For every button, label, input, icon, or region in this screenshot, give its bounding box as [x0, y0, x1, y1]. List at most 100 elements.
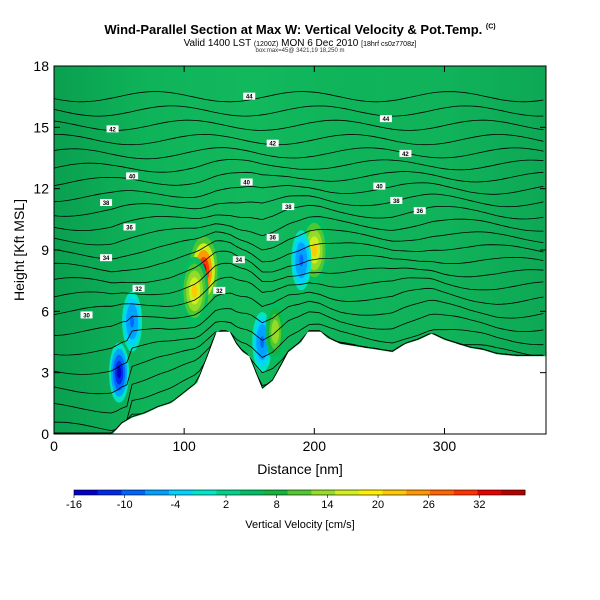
theta-contour-line-4 — [54, 323, 544, 395]
colorbar-swatch-10 — [311, 490, 336, 495]
contour-label-2: 32 — [216, 289, 223, 295]
subtitle-date: MON 6 Dec 2010 — [281, 38, 359, 49]
colorbar-swatch-8 — [263, 490, 289, 495]
w-cell-2-band-4 — [311, 243, 318, 257]
theta-contour-line-11 — [54, 240, 544, 273]
y-tick-label-0: 0 — [41, 426, 49, 442]
colorbar-tick-label-5: 14 — [321, 499, 333, 511]
theta-contour-line-22 — [54, 105, 544, 117]
contour-label-bg-2 — [213, 286, 226, 294]
colorbar-frame — [73, 489, 526, 496]
y-tick-label-3: 9 — [41, 242, 49, 258]
contour-label-4: 34 — [235, 258, 242, 264]
colorbar-swatch-9 — [287, 490, 312, 495]
theta-contour-line-17 — [54, 171, 544, 187]
subtitle-z: (1200Z) — [253, 41, 279, 48]
y-tick-label-4: 12 — [33, 181, 49, 197]
colorbar-swatch-16 — [453, 490, 478, 495]
contour-label-8: 38 — [103, 201, 110, 207]
contour-label-bg-18 — [379, 115, 392, 123]
colorbar-swatch-5 — [192, 490, 217, 495]
theta-contour-line-8 — [54, 276, 544, 315]
contour-label-bg-14 — [106, 125, 119, 133]
x-tick-label-3: 300 — [433, 438, 457, 454]
x-tick-label-0: 0 — [50, 438, 58, 454]
colorbar-swatch-3 — [145, 490, 170, 495]
contour-label-14: 42 — [109, 127, 116, 133]
theta-contour-line-3 — [54, 330, 544, 414]
theta-contour-line-9 — [54, 262, 544, 298]
theta-contour-line-5 — [54, 311, 544, 375]
theta-contour-line-19 — [54, 147, 544, 160]
colorbar-tick-label-1: -10 — [117, 499, 133, 511]
colorbar-tick-label-2: -4 — [170, 499, 180, 511]
contour-label-bg-7 — [413, 207, 426, 215]
colorbar-swatch-18 — [501, 490, 526, 495]
subtitle-run: [18hrf cs0z7708z] — [361, 41, 417, 48]
colorbar-swatch-13 — [382, 490, 407, 495]
colorbar-tick-label-8: 32 — [473, 499, 485, 511]
contour-label-bg-10 — [390, 196, 403, 204]
y-axis-label: Height [Kft MSL] — [11, 199, 27, 301]
contour-label-6: 36 — [269, 236, 276, 242]
contour-label-bg-16 — [399, 149, 412, 157]
x-axis-label: Distance [nm] — [257, 461, 343, 477]
contour-label-bg-9 — [282, 203, 295, 211]
contour-label-bg-8 — [100, 198, 113, 206]
colorbar-swatch-4 — [168, 490, 194, 495]
w-cell-1-band-4 — [191, 284, 198, 298]
w-cell-5-band-4 — [130, 315, 135, 328]
w-cell-7-band-4 — [273, 325, 278, 338]
colorbar: -16 -10 -4 2 8 14 20 26 32 — [66, 489, 526, 511]
contour-label-7: 36 — [416, 209, 423, 215]
contour-label-17: 44 — [246, 95, 253, 101]
colorbar-tick-label-7: 26 — [423, 499, 435, 511]
y-tick-label-5: 15 — [33, 119, 49, 135]
x-tick-label-1: 100 — [172, 438, 196, 454]
theta-contour-line-20 — [54, 134, 544, 146]
y-tick-label-2: 6 — [41, 303, 49, 319]
contour-label-bg-13 — [373, 182, 386, 190]
contour-label-bg-6 — [266, 233, 279, 241]
w-cell-6-band-4 — [260, 336, 265, 348]
theta-contour-line-13 — [54, 216, 544, 246]
theta-contour-line-7 — [54, 287, 544, 337]
colorbar-tick-label-4: 8 — [274, 499, 280, 511]
contour-label-bg-1 — [132, 284, 145, 292]
contour-label-bg-0 — [80, 311, 93, 319]
theta-contours — [54, 91, 544, 434]
colorbar-tick-label-3: 2 — [223, 499, 229, 511]
contour-labels: 30 32 32 34 34 36 36 36 38 38 38 40 40 40 42 42 42 44 44 — [80, 92, 426, 319]
chart-title: Wind-Parallel Section at Max W: Vertical… — [104, 22, 496, 37]
contour-label-13: 40 — [376, 185, 383, 191]
contour-label-bg-3 — [100, 254, 113, 262]
plot-area — [54, 66, 546, 434]
contour-label-16: 42 — [402, 152, 409, 158]
theta-contour-line-15 — [54, 193, 544, 217]
contour-label-bg-4 — [232, 256, 245, 264]
colorbar-swatch-2 — [121, 490, 146, 495]
theta-contour-line-21 — [54, 119, 544, 131]
colorbar-swatch-15 — [430, 490, 455, 495]
terrain-mask — [54, 331, 546, 434]
contour-label-15: 42 — [269, 142, 276, 148]
contour-label-0: 30 — [83, 313, 90, 319]
contour-label-9: 38 — [285, 205, 292, 211]
y-tick-label-1: 3 — [41, 365, 49, 381]
theta-contour-line-18 — [54, 158, 544, 173]
contour-label-10: 38 — [393, 199, 400, 205]
colorbar-swatch-6 — [216, 490, 241, 495]
theta-contour-line-16 — [54, 182, 544, 203]
chart-location-note: box:max=45@ 3421,19 18,250 m — [255, 48, 345, 54]
contour-label-11: 40 — [129, 174, 136, 180]
colorbar-swatch-12 — [358, 490, 383, 495]
y-tick-label-6: 18 — [33, 58, 49, 74]
w-cell-4-band-4 — [117, 366, 122, 379]
contour-label-bg-15 — [266, 139, 279, 147]
contour-label-bg-17 — [243, 92, 256, 100]
colorbar-tick-label-0: -16 — [66, 499, 82, 511]
contour-label-bg-12 — [240, 178, 253, 186]
colorbar-swatch-11 — [335, 490, 360, 495]
contour-label-12: 40 — [243, 181, 250, 187]
